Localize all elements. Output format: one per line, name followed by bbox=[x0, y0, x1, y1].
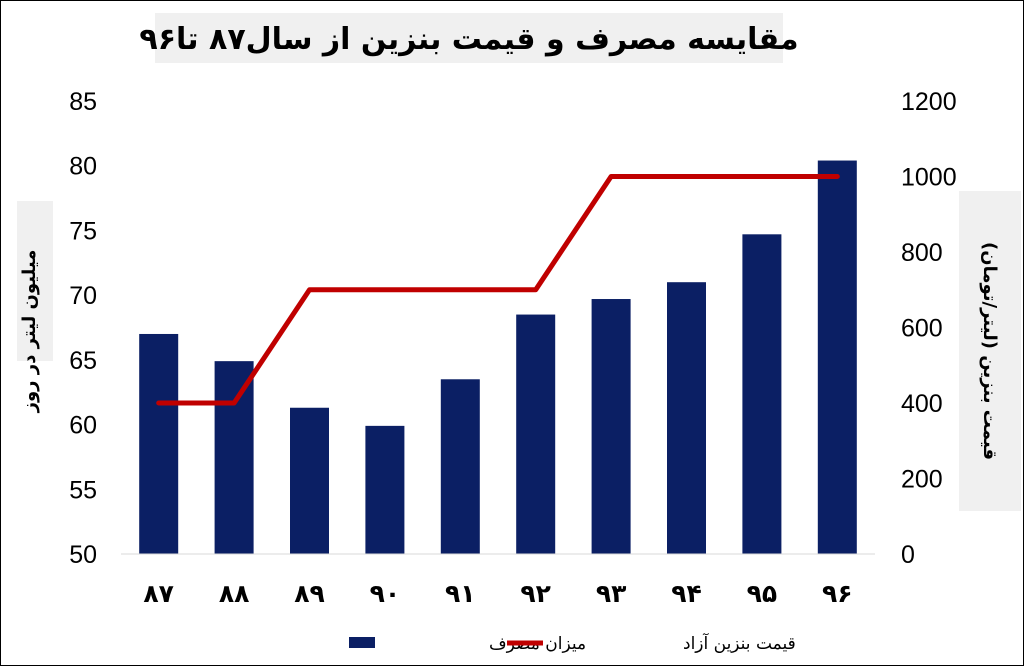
left-axis-label-background bbox=[17, 201, 53, 361]
consumption-bar bbox=[290, 407, 329, 554]
consumption-bar bbox=[516, 314, 556, 554]
x-tick-label: ۹۶ bbox=[822, 579, 853, 608]
left-tick-label: 75 bbox=[69, 217, 97, 245]
left-tick-label: 55 bbox=[69, 476, 97, 504]
consumption-bar bbox=[591, 299, 631, 554]
legend-line-label: قیمت بنزین آزاد bbox=[683, 632, 796, 654]
right-tick-label: 400 bbox=[901, 390, 943, 418]
consumption-bar bbox=[667, 282, 706, 554]
left-axis-ticks: 50 55 60 65 70 75 80 85 bbox=[69, 88, 97, 569]
left-tick-label: 80 bbox=[69, 153, 97, 181]
left-tick-label: 70 bbox=[69, 282, 97, 310]
legend-bar-swatch bbox=[349, 637, 375, 648]
x-tick-label: ۹۵ bbox=[747, 579, 778, 608]
consumption-bar bbox=[214, 361, 254, 554]
x-tick-label: ۹۳ bbox=[596, 579, 627, 608]
x-tick-label: ۸۷ bbox=[143, 579, 174, 608]
x-tick-label: ۹۴ bbox=[671, 579, 702, 608]
left-axis-label: میلیون لیتر در روز bbox=[19, 250, 40, 414]
consumption-bar bbox=[742, 234, 782, 554]
right-tick-label: 200 bbox=[901, 466, 943, 494]
title-background bbox=[155, 13, 783, 63]
x-tick-label: ۸۸ bbox=[219, 579, 250, 608]
bar-series bbox=[139, 160, 857, 554]
right-axis-label-background bbox=[959, 191, 1021, 511]
right-tick-label: 0 bbox=[901, 541, 915, 569]
right-tick-label: 600 bbox=[901, 315, 943, 343]
right-axis-ticks: 0 200 400 600 800 1000 1200 bbox=[901, 88, 957, 569]
left-tick-label: 60 bbox=[69, 412, 97, 440]
consumption-bar bbox=[440, 379, 480, 554]
x-tick-label: ۸۹ bbox=[294, 579, 325, 608]
consumption-bar bbox=[139, 333, 179, 554]
line-series bbox=[156, 174, 840, 406]
x-axis-ticks: ۸۷ ۸۸ ۸۹ ۹۰ ۹۱ ۹۲ ۹۳ ۹۴ ۹۵ ۹۶ bbox=[143, 579, 852, 608]
right-tick-label: 1000 bbox=[901, 164, 957, 192]
consumption-bar bbox=[817, 160, 857, 554]
x-tick-label: ۹۰ bbox=[370, 579, 401, 608]
right-tick-label: 1200 bbox=[901, 88, 957, 116]
x-tick-label: ۹۲ bbox=[520, 579, 551, 608]
right-tick-label: 800 bbox=[901, 239, 943, 267]
left-tick-label: 85 bbox=[69, 88, 97, 116]
left-tick-label: 65 bbox=[69, 347, 97, 375]
left-tick-label: 50 bbox=[69, 541, 97, 569]
consumption-bar bbox=[365, 425, 405, 554]
x-tick-label: ۹۱ bbox=[445, 579, 476, 608]
right-axis-label: قیمت بنزین (لیتر/تومان) bbox=[979, 242, 1000, 460]
legend: میزان مصرف قیمت بنزین آزاد bbox=[349, 632, 796, 654]
price-line bbox=[156, 174, 840, 406]
chart-title: مقایسه مصرف و قیمت بنزین از سال۸۷ تا۹۶ bbox=[139, 22, 798, 57]
